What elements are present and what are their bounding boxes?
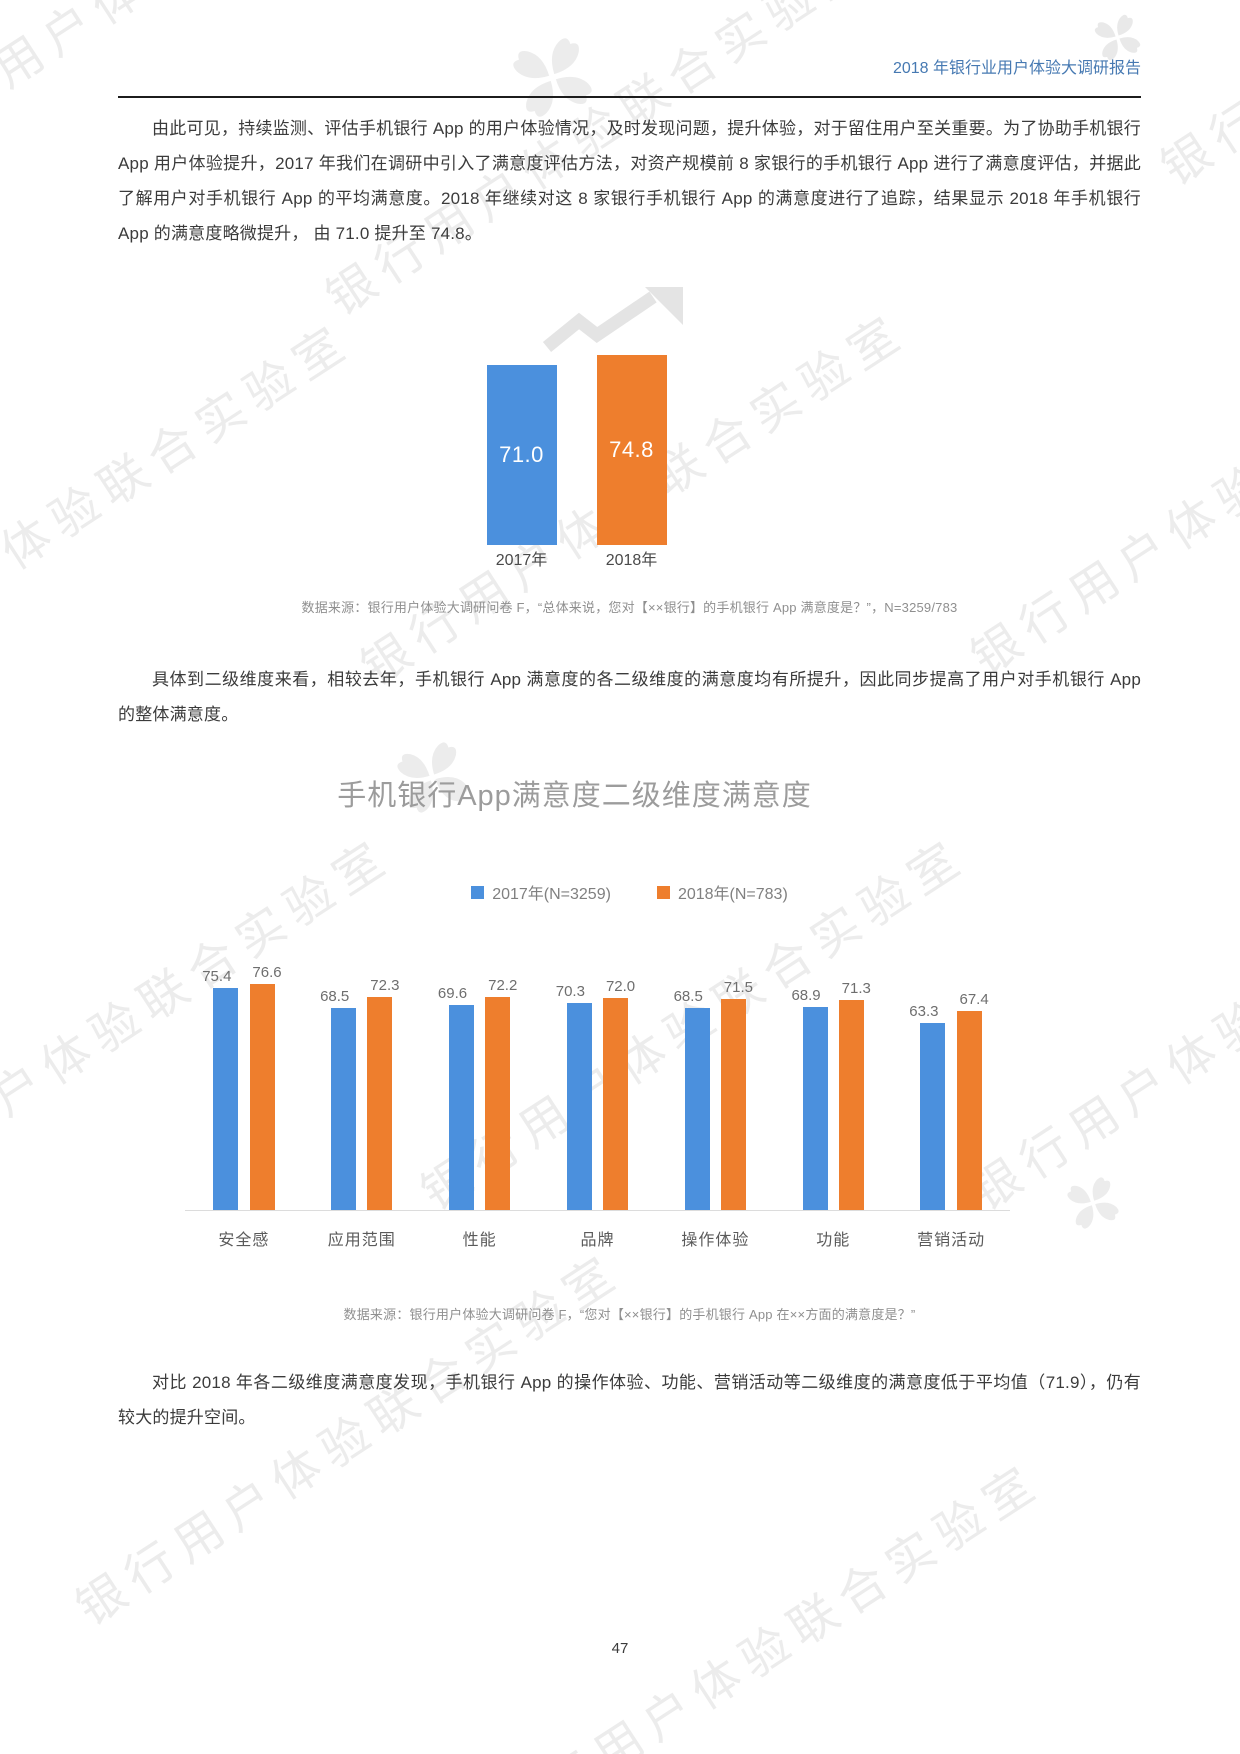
bar-2017年 — [566, 1003, 592, 1210]
value-label: 68.9 — [791, 987, 821, 1004]
value-label: 72.0 — [605, 978, 636, 995]
overall-satisfaction-chart: 71.0 2017年 74.8 2018年 — [447, 283, 707, 571]
bar-2017年 — [331, 1008, 357, 1210]
legend-label: 2018年(N=783) — [677, 886, 788, 903]
bar-2018年 — [956, 1011, 982, 1210]
bar-wrapper: 68.5 — [320, 988, 358, 1210]
overall-chart-bars: 71.0 2017年 74.8 2018年 — [447, 355, 707, 571]
bar-2018年: 74.8 — [596, 355, 667, 545]
bar-2017年 — [920, 1023, 946, 1210]
bar-wrapper: 71.5 — [719, 979, 753, 1210]
bar-2018年 — [720, 999, 746, 1210]
value-label: 68.5 — [320, 988, 350, 1005]
bar-wrapper: 72.0 — [601, 978, 635, 1210]
value-label: 69.6 — [437, 985, 468, 1002]
bar-2018年 — [367, 997, 393, 1210]
bar-group: 71.0 2017年 — [486, 365, 557, 571]
bar-group: 74.8 2018年 — [596, 355, 667, 571]
axis-label: 2017年 — [495, 552, 548, 569]
value-label: 74.8 — [609, 437, 654, 462]
bar-wrapper: 68.9 — [791, 987, 829, 1210]
bar-2017年 — [802, 1007, 828, 1210]
legend-swatch-icon — [656, 885, 670, 899]
paragraph-dimensions: 具体到二级维度来看，相较去年，手机银行 App 满意度的各二级维度的满意度均有所… — [118, 670, 1141, 724]
bar-wrapper: 71.3 — [837, 980, 871, 1210]
category-label: 营销活动 — [917, 1232, 986, 1249]
trend-up-arrow-icon — [542, 287, 683, 353]
data-source-note: 数据来源：银行用户体验大调研问卷 F，“总体来说，您对【××银行】的手机银行 A… — [301, 600, 958, 615]
bar-group: 68.5 72.3 — [320, 977, 399, 1210]
dimension-satisfaction-chart: 2017年(N=3259) 2018年(N=783) 75.4 76.6 68.5 72… — [118, 880, 1141, 1250]
bar-group: 63.3 67.4 — [909, 991, 989, 1210]
header-divider — [118, 96, 1141, 98]
bar-2018年 — [838, 1000, 864, 1210]
category-label: 性能 — [462, 1232, 497, 1249]
bar-2017年 — [213, 988, 239, 1210]
value-label: 63.3 — [909, 1003, 939, 1020]
bar-wrapper: 70.3 — [556, 983, 594, 1210]
value-label: 72.3 — [370, 977, 400, 994]
bar-group: 70.3 72.0 — [556, 978, 635, 1210]
bar-wrapper: 63.3 — [909, 1003, 947, 1210]
dimension-chart-title: 手机银行App满意度二级维度满意度 — [337, 780, 812, 812]
value-label: 75.4 — [202, 968, 232, 985]
report-header-title: 2018 年银行业用户体验大调研报告 — [892, 60, 1141, 77]
bar-wrapper: 72.2 — [483, 977, 517, 1210]
axis-label: 2018年 — [605, 552, 658, 569]
bar-2018年 — [603, 998, 629, 1210]
bar-group: 69.6 72.2 — [438, 977, 517, 1210]
value-label: 71.3 — [841, 980, 871, 997]
value-label: 72.2 — [488, 977, 518, 994]
bar-2017年 — [684, 1008, 710, 1210]
bar-wrapper: 67.4 — [954, 991, 989, 1210]
value-label: 71.0 — [499, 442, 544, 467]
bar-wrapper: 72.3 — [365, 977, 399, 1210]
category-label: 功能 — [816, 1232, 851, 1249]
chart-legend: 2017年(N=3259) 2018年(N=783) — [118, 880, 1141, 904]
legend-item: 2018年(N=783) — [656, 880, 788, 904]
bar-wrapper: 75.4 — [202, 968, 240, 1210]
bar-group: 68.9 71.3 — [791, 980, 871, 1210]
bar-2017年: 71.0 — [486, 365, 557, 545]
page-number: 47 — [611, 1640, 629, 1657]
bar-wrapper: 69.6 — [438, 985, 476, 1210]
bar-2018年 — [249, 984, 275, 1210]
value-label: 76.6 — [252, 964, 282, 981]
data-source-note: 数据来源：银行用户体验大调研问卷 F，“您对【××银行】的手机银行 App 在×… — [343, 1307, 916, 1322]
category-label: 安全感 — [218, 1232, 270, 1249]
paragraph-intro: 由此可见，持续监测、评估手机银行 App 的用户体验情况，及时发现问题，提升体验… — [118, 119, 1141, 243]
bar-wrapper: 76.6 — [247, 964, 282, 1210]
watermark-text: 银行用户体验联合实验室 — [487, 1454, 1052, 1754]
paragraph-conclusion: 对比 2018 年各二级维度满意度发现，手机银行 App 的操作体验、功能、营销… — [118, 1373, 1141, 1427]
value-label: 67.4 — [959, 991, 989, 1008]
category-label: 操作体验 — [681, 1232, 750, 1249]
legend-label: 2017年(N=3259) — [492, 886, 611, 903]
bar-group: 68.5 71.5 — [674, 979, 753, 1210]
category-label: 品牌 — [580, 1232, 615, 1249]
bar-group: 75.4 76.6 — [202, 964, 282, 1210]
value-label: 71.5 — [723, 979, 753, 996]
page-content: 2018 年银行业用户体验大调研报告 由此可见，持续监测、评估手机银行 App … — [118, 60, 1141, 1427]
bar-2017年 — [449, 1005, 474, 1210]
legend-item: 2017年(N=3259) — [471, 880, 611, 904]
dimension-chart-categories: 安全感 应用范围 性能 品牌 操作体验 功能 营销活动 — [185, 1226, 1010, 1250]
bar-2018年 — [485, 997, 511, 1210]
dimension-chart-plot: 75.4 76.6 68.5 72.3 69.6 72.2 70.3 72.0 68.5 71.5… — [185, 960, 1010, 1211]
legend-swatch-icon — [471, 885, 485, 899]
value-label: 68.5 — [673, 988, 703, 1005]
value-label: 70.3 — [555, 983, 585, 1000]
bar-wrapper: 68.5 — [674, 988, 712, 1210]
category-label: 应用范围 — [327, 1232, 396, 1249]
